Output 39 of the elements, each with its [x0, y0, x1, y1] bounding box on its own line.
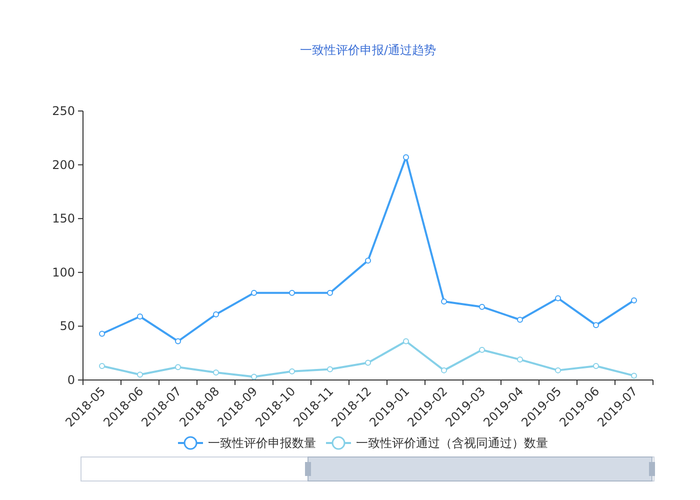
point — [327, 290, 333, 296]
point — [593, 322, 599, 328]
point — [289, 368, 295, 374]
point — [631, 372, 637, 379]
point — [441, 367, 447, 374]
legend-label: 一致性评价申报数量 — [208, 436, 316, 450]
point — [365, 258, 371, 264]
point — [99, 363, 105, 370]
point — [479, 346, 485, 353]
point — [517, 356, 523, 363]
legend-label: 一致性评价通过（含视同通过）数量 — [356, 436, 548, 450]
point — [99, 330, 105, 337]
point — [555, 367, 561, 374]
point — [555, 295, 561, 302]
y-tick-label: 250 — [52, 104, 75, 118]
y-tick-label: 150 — [52, 212, 75, 226]
point — [517, 316, 523, 323]
point — [175, 364, 181, 370]
point — [213, 311, 219, 318]
point — [479, 304, 485, 310]
y-tick-label: 50 — [60, 319, 75, 334]
y-tick-label: 200 — [52, 158, 75, 172]
point — [137, 314, 143, 320]
point — [365, 360, 371, 366]
point — [137, 372, 143, 378]
point — [593, 363, 599, 370]
point — [403, 338, 409, 344]
chart-title: 一致性评价申报/通过趋势 — [300, 43, 436, 57]
point — [213, 369, 219, 376]
point — [251, 374, 257, 380]
y-tick-label: 0 — [67, 373, 75, 387]
point — [327, 366, 333, 372]
point — [289, 290, 295, 296]
point — [631, 297, 637, 304]
point — [175, 338, 181, 344]
point — [441, 298, 447, 304]
point — [403, 154, 409, 160]
y-tick-label: 100 — [52, 265, 75, 280]
point — [251, 290, 257, 296]
